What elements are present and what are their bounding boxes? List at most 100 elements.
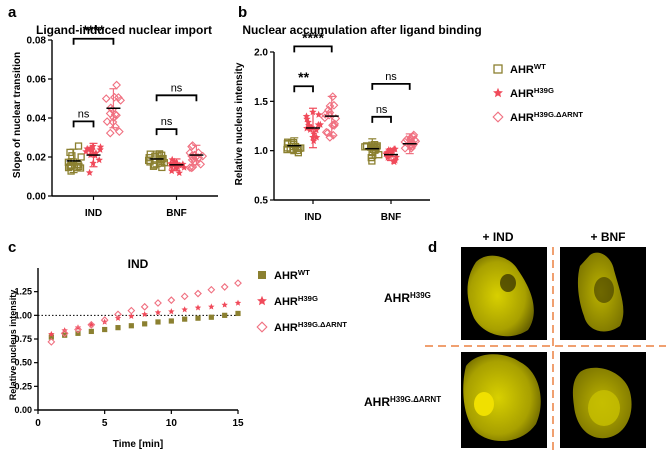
cell-h39g-ind — [467, 255, 534, 337]
panel-letter-d: d — [428, 239, 437, 256]
data-point — [112, 80, 122, 90]
data-point — [185, 148, 195, 158]
x-tick-label: 5 — [102, 418, 108, 429]
data-point — [114, 310, 122, 319]
data-point — [87, 320, 96, 329]
data-point — [96, 143, 105, 151]
x-tick-label: 15 — [232, 418, 244, 429]
cell-dARNT-ind — [463, 354, 541, 442]
panel-d-row-label: AHRH39G — [384, 291, 431, 306]
data-point — [150, 161, 159, 169]
data-point — [391, 145, 399, 153]
data-point — [221, 301, 228, 308]
data-point — [331, 114, 341, 123]
x-tick-label: BNF — [166, 208, 187, 219]
data-point — [390, 158, 398, 166]
data-point — [321, 127, 331, 137]
data-point — [179, 160, 187, 168]
data-point — [142, 321, 148, 327]
nucleus-dARNT-ind — [474, 392, 494, 416]
data-point — [181, 306, 188, 313]
legend-label: AHRH39G.ΔARNT — [510, 110, 583, 125]
significance-bracket — [293, 45, 333, 53]
data-point — [140, 302, 149, 311]
data-point — [74, 325, 82, 334]
data-point — [47, 337, 56, 346]
panel-d-row-label: AHRH39G.ΔARNT — [364, 395, 441, 410]
y-tick-label: 0.02 — [27, 153, 47, 164]
data-point — [145, 154, 153, 162]
data-point — [158, 163, 166, 172]
data-point — [180, 163, 188, 171]
data-point — [234, 299, 242, 306]
y-tick-label: 0.06 — [27, 75, 47, 86]
panel-letter-a: a — [8, 4, 17, 21]
data-point — [141, 311, 148, 318]
data-point — [324, 105, 333, 115]
legend-label-base: AHR — [274, 296, 298, 308]
legend-label-base: AHR — [510, 64, 534, 76]
chart-c-xlabel: Time [min] — [113, 439, 163, 450]
y-tick-label: 0.75 — [14, 334, 32, 344]
data-point — [406, 141, 415, 151]
data-point — [235, 310, 241, 317]
significance-label: ** — [298, 69, 309, 85]
data-point — [175, 169, 183, 177]
row-label-base: AHR — [364, 395, 390, 409]
legend-marker — [493, 64, 503, 74]
legend-label-base: AHR — [510, 112, 534, 124]
y-tick-label: 1.25 — [14, 287, 32, 297]
legend-label-base: AHR — [510, 88, 534, 100]
row-label-sup: H39G — [410, 291, 431, 300]
data-point — [406, 133, 416, 143]
y-tick-label: 0.5 — [254, 196, 268, 207]
legend-label-sup: H39G.ΔARNT — [534, 110, 583, 119]
significance-label: ns — [161, 116, 173, 128]
legend-marker — [258, 271, 266, 279]
data-point — [194, 304, 202, 311]
significance-bracket — [155, 128, 178, 136]
data-point — [208, 303, 215, 310]
data-point — [304, 118, 312, 126]
significance-label: ns — [376, 104, 388, 116]
y-tick-label: 0.25 — [14, 381, 32, 391]
data-point — [83, 144, 91, 152]
data-point — [110, 92, 119, 102]
legend-label-base: AHR — [274, 270, 298, 282]
data-point — [116, 95, 126, 105]
nucleus-h39g-bnf — [594, 277, 614, 303]
panel-letter-b: b — [238, 4, 247, 21]
significance-label: ns — [171, 82, 183, 94]
legend-label: AHRWT — [274, 268, 310, 283]
chart-c-title: IND — [128, 257, 149, 271]
legend-label-base: AHR — [274, 322, 298, 334]
legend-label: AHRH39G — [510, 86, 554, 101]
data-point — [105, 109, 115, 118]
data-point — [77, 153, 85, 161]
data-point — [191, 153, 200, 162]
legend-label-sup: H39G — [298, 294, 318, 303]
data-point — [128, 323, 134, 329]
y-tick-label: 2.0 — [254, 48, 268, 59]
data-point — [220, 283, 229, 291]
data-point — [48, 334, 54, 340]
legend-marker — [493, 87, 503, 98]
data-point — [314, 110, 323, 118]
significance-label: ns — [385, 71, 397, 83]
significance-label: ns — [78, 108, 90, 120]
data-point — [182, 316, 188, 322]
nucleus-h39g-ind — [500, 274, 516, 292]
row-label-base: AHR — [384, 291, 410, 305]
data-point — [168, 318, 174, 324]
data-point — [168, 308, 175, 315]
legend-marker — [256, 321, 268, 333]
legend-marker — [257, 295, 267, 306]
legend-label: AHRH39G — [274, 294, 318, 309]
data-point — [154, 309, 162, 316]
legend-label-sup: WT — [534, 62, 546, 71]
data-point — [194, 289, 202, 298]
chart-a-ylabel: Slope of nuclear transition — [12, 52, 23, 178]
data-point — [309, 137, 318, 145]
